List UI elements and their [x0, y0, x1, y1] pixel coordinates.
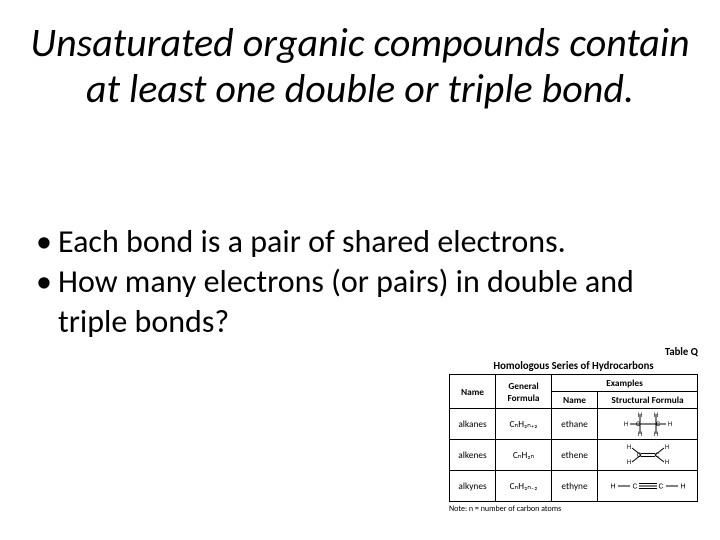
svg-text:H: H [653, 413, 657, 419]
cell-structure: H H H H C C [598, 440, 698, 471]
cell-formula: CₙH₂ₙ₋₂ [496, 471, 552, 502]
svg-text:C: C [632, 484, 637, 491]
table-header-row: Name General Formula Examples [450, 375, 698, 392]
svg-text:H: H [637, 413, 641, 419]
cell-example-name: ethane [552, 409, 598, 440]
hydrocarbon-table: Name General Formula Examples Name Struc… [449, 374, 698, 502]
svg-text:C: C [655, 422, 660, 428]
svg-text:C: C [635, 422, 640, 428]
cell-series-name: alkanes [450, 409, 496, 440]
hydrocarbon-table-region: Table Q Homologous Series of Hydrocarbon… [449, 345, 698, 514]
table-row: alkynes CₙH₂ₙ₋₂ ethyne [450, 471, 698, 502]
svg-text:H: H [626, 460, 630, 466]
svg-text:H: H [626, 445, 630, 451]
table-title: Homologous Series of Hydrocarbons [449, 359, 698, 372]
svg-text:H: H [664, 445, 668, 451]
svg-text:H: H [610, 484, 615, 491]
svg-text:C: C [654, 453, 659, 459]
table-row: alkanes CₙH₂ₙ₊₂ ethane [450, 409, 698, 440]
svg-text:H: H [653, 432, 657, 436]
table-label: Table Q [449, 345, 698, 358]
cell-formula: CₙH₂ₙ [496, 440, 552, 471]
table-row: alkenes CₙH₂ₙ ethene [450, 440, 698, 471]
structure-ethyne-icon: HC CH [602, 473, 693, 499]
cell-structure: H H H H H H C C [598, 409, 698, 440]
structure-ethene-icon: H H H H C C [602, 442, 693, 468]
svg-text:C: C [658, 484, 663, 491]
bullet-item: Each bond is a pair of shared electrons. [30, 222, 690, 262]
cell-structure: HC CH [598, 471, 698, 502]
bullet-item: How many electrons (or pairs) in double … [30, 262, 690, 342]
svg-text:H: H [637, 432, 641, 436]
slide: Unsaturated organic compounds contain at… [0, 0, 720, 540]
col-header-general-formula: General Formula [496, 375, 552, 409]
col-header-name: Name [450, 375, 496, 409]
cell-series-name: alkynes [450, 471, 496, 502]
bullet-list: Each bond is a pair of shared electrons.… [30, 222, 690, 342]
cell-series-name: alkenes [450, 440, 496, 471]
slide-title: Unsaturated organic compounds contain at… [30, 20, 690, 112]
col-header-structural-formula: Structural Formula [598, 392, 698, 409]
col-header-examples: Examples [552, 375, 698, 392]
cell-formula: CₙH₂ₙ₊₂ [496, 409, 552, 440]
svg-text:H: H [680, 484, 685, 491]
svg-text:C: C [636, 453, 641, 459]
structure-ethane-icon: H H H H H H C C [602, 411, 693, 437]
svg-text:H: H [623, 422, 627, 428]
svg-text:H: H [667, 422, 671, 428]
col-header-example-name: Name [552, 392, 598, 409]
svg-text:H: H [664, 460, 668, 466]
cell-example-name: ethene [552, 440, 598, 471]
cell-example-name: ethyne [552, 471, 598, 502]
table-footnote: Note: n = number of carbon atoms [449, 504, 698, 514]
